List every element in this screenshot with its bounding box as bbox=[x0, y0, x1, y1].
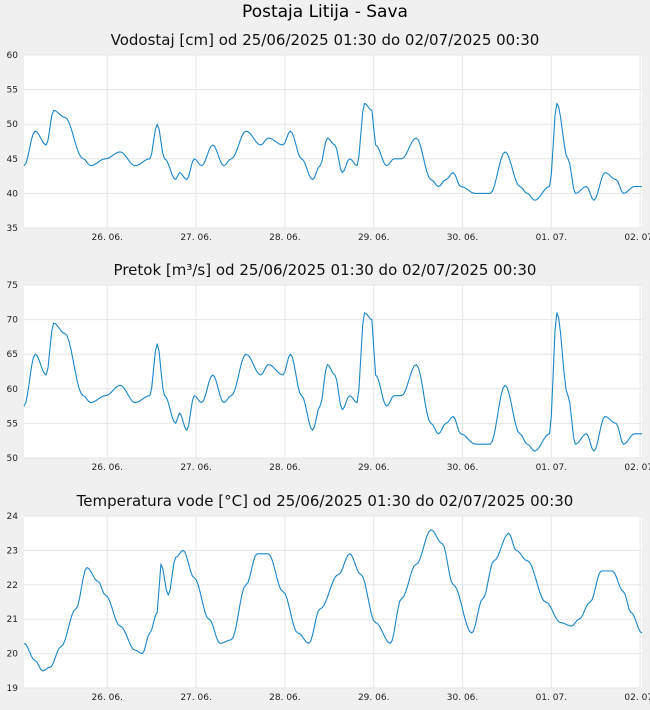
x-tick-label: 28. 06. bbox=[269, 233, 301, 243]
y-tick-label: 65 bbox=[7, 350, 18, 360]
y-tick-label: 45 bbox=[7, 155, 18, 165]
x-tick-label: 29. 06. bbox=[358, 693, 390, 703]
x-tick-label: 30. 06. bbox=[447, 693, 479, 703]
y-tick-label: 40 bbox=[7, 189, 19, 199]
x-tick-label: 28. 06. bbox=[269, 463, 301, 473]
x-tick-label: 02. 07. bbox=[624, 463, 650, 473]
y-tick-label: 60 bbox=[7, 51, 19, 61]
y-tick-label: 35 bbox=[7, 224, 18, 234]
x-tick-label: 26. 06. bbox=[92, 233, 124, 243]
x-tick-label: 02. 07. bbox=[624, 693, 650, 703]
y-tick-label: 20 bbox=[7, 650, 19, 660]
x-tick-label: 30. 06. bbox=[447, 233, 479, 243]
y-tick-label: 22 bbox=[7, 581, 18, 591]
series-line-3 bbox=[23, 529, 643, 672]
x-tick-label: 01. 07. bbox=[536, 693, 568, 703]
x-tick-label: 27. 06. bbox=[180, 463, 212, 473]
x-tick-label: 27. 06. bbox=[180, 233, 212, 243]
x-tick-label: 27. 06. bbox=[180, 693, 212, 703]
series-line-2 bbox=[23, 312, 642, 452]
panel-title-3: Temperatura vode [°C] od 25/06/2025 01:3… bbox=[76, 492, 574, 510]
x-tick-label: 01. 07. bbox=[536, 463, 568, 473]
x-tick-label: 28. 06. bbox=[269, 693, 301, 703]
plot-area-1 bbox=[24, 55, 642, 228]
y-tick-label: 21 bbox=[7, 615, 18, 625]
x-tick-label: 02. 07. bbox=[624, 233, 650, 243]
x-tick-label: 26. 06. bbox=[92, 463, 124, 473]
y-tick-label: 24 bbox=[7, 512, 19, 522]
x-tick-label: 29. 06. bbox=[358, 463, 390, 473]
page-title: Postaja Litija - Sava bbox=[242, 2, 408, 22]
y-tick-label: 55 bbox=[7, 86, 18, 96]
panel-title-1: Vodostaj [cm] od 25/06/2025 01:30 do 02/… bbox=[111, 31, 540, 49]
y-tick-label: 50 bbox=[7, 454, 19, 464]
x-tick-label: 26. 06. bbox=[92, 693, 124, 703]
y-tick-label: 60 bbox=[7, 385, 19, 395]
y-tick-label: 19 bbox=[7, 684, 19, 694]
plot-area-3 bbox=[24, 516, 642, 688]
y-tick-label: 50 bbox=[7, 120, 19, 130]
y-tick-label: 23 bbox=[7, 546, 18, 556]
x-tick-label: 29. 06. bbox=[358, 233, 390, 243]
series-line-1 bbox=[23, 102, 642, 201]
x-tick-label: 30. 06. bbox=[447, 463, 479, 473]
y-tick-label: 75 bbox=[7, 281, 18, 291]
y-tick-label: 70 bbox=[7, 316, 19, 326]
y-tick-label: 55 bbox=[7, 419, 18, 429]
x-tick-label: 01. 07. bbox=[536, 233, 568, 243]
plot-area-2 bbox=[24, 285, 642, 458]
panel-title-2: Pretok [m³/s] od 25/06/2025 01:30 do 02/… bbox=[114, 261, 537, 279]
